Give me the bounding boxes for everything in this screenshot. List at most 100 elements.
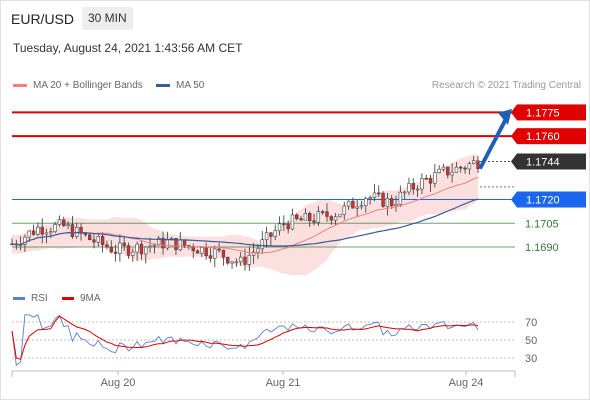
candle-body <box>277 223 282 232</box>
candle-body <box>139 243 144 255</box>
candle-body <box>109 246 113 253</box>
candle-body <box>40 226 44 235</box>
candle-body <box>178 239 182 251</box>
chart-date-subtitle: Tuesday, August 24, 2021 1:43:56 AM CET <box>13 41 243 55</box>
candle-body <box>79 226 83 234</box>
candle-body <box>27 230 31 238</box>
candle-body <box>299 218 303 221</box>
candle-body <box>467 163 472 170</box>
candle-body <box>234 261 239 264</box>
candle-body <box>243 256 247 265</box>
x-tick-label: Aug 20 <box>101 377 136 389</box>
timeframe-badge[interactable]: 30 MIN <box>82 7 133 30</box>
header: EUR/USD 30 MIN <box>0 0 590 36</box>
candle-body <box>62 219 66 227</box>
ma50-line <box>11 198 479 247</box>
rsi-level-label: 50 <box>525 335 537 347</box>
candle-body <box>53 224 57 232</box>
candle-body <box>213 248 217 259</box>
candle-body <box>437 168 441 173</box>
candle-body <box>96 235 100 243</box>
candle-body <box>230 261 234 264</box>
rsi-level-label: 30 <box>525 353 537 365</box>
candle-body <box>308 213 312 222</box>
candle-body <box>113 251 118 254</box>
legend-ma20: MA 20 + Bollinger Bands <box>13 80 143 91</box>
candle-body <box>256 248 260 253</box>
candle-body <box>105 244 109 248</box>
candle-body <box>269 232 273 237</box>
candle-body <box>195 250 200 254</box>
candle-body <box>381 192 385 207</box>
candle-body <box>118 242 122 254</box>
candle-body <box>295 214 299 219</box>
projection-arrow-shaft <box>478 117 508 170</box>
ma50-label: MA 50 <box>176 80 205 91</box>
level-badge-pointer-0 <box>511 104 517 121</box>
candle-body <box>100 235 105 245</box>
candle-body <box>226 256 230 264</box>
candle-body <box>161 237 165 249</box>
research-credit: Research © 2021 Trading Central <box>431 80 581 91</box>
candle-body <box>364 198 368 206</box>
candle-body <box>359 205 364 208</box>
level-badge-0 <box>517 104 586 121</box>
x-tick-label: Aug 21 <box>266 377 301 389</box>
candle-body <box>372 192 377 198</box>
level-label-1: 1.1760 <box>526 131 560 143</box>
candle-body <box>329 216 333 221</box>
candle-body <box>390 198 394 207</box>
candle-body <box>325 211 329 217</box>
candle-body <box>131 251 135 256</box>
candle-body <box>471 160 476 164</box>
candle-body <box>441 166 446 170</box>
candle-body <box>402 191 407 194</box>
legend-rsi-ma: 9MA <box>62 293 101 304</box>
candle-body <box>351 200 355 209</box>
candle-body <box>260 239 264 250</box>
symbol-title: EUR/USD <box>11 11 75 27</box>
projection-arrow-head <box>498 108 512 125</box>
candle-body <box>320 211 325 213</box>
rsi-level-label: 70 <box>525 317 537 329</box>
candle-body <box>368 197 372 199</box>
candle-body <box>424 178 428 180</box>
candle-body <box>238 256 243 263</box>
level-label-4: 1.1705 <box>525 218 559 230</box>
candle-body <box>312 220 316 223</box>
candle-body <box>394 204 398 207</box>
candle-body <box>342 205 346 215</box>
candle-body <box>476 160 480 169</box>
candle-body <box>446 166 450 176</box>
candle-body <box>398 191 403 205</box>
candle-body <box>57 219 62 225</box>
candle-body <box>49 231 53 234</box>
level-badge-1 <box>517 128 586 145</box>
candle-body <box>420 178 424 190</box>
ma20-swatch <box>13 83 27 87</box>
candle-body <box>87 234 92 241</box>
candle-body <box>182 239 187 246</box>
candle-body <box>221 249 226 258</box>
candle-body <box>415 188 420 191</box>
candle-body <box>92 239 96 243</box>
candle-body <box>165 239 170 249</box>
candle-body <box>316 211 321 223</box>
legend-rsi: RSI <box>13 293 48 304</box>
legend-ma50: MA 50 <box>156 80 204 91</box>
level-badge-2 <box>517 153 586 170</box>
rsi-label: RSI <box>31 293 48 304</box>
candle-body <box>385 198 390 207</box>
candle-body <box>273 230 277 237</box>
level-label-0: 1.1775 <box>526 107 560 119</box>
candle-body <box>83 233 88 236</box>
candle-body <box>157 237 161 246</box>
candle-body <box>290 214 295 230</box>
candle-body <box>31 230 36 235</box>
ma50-swatch <box>156 83 170 87</box>
candle-body <box>286 223 290 230</box>
candle-body <box>208 255 213 259</box>
candle-body <box>174 238 178 251</box>
candle-body <box>66 224 70 227</box>
